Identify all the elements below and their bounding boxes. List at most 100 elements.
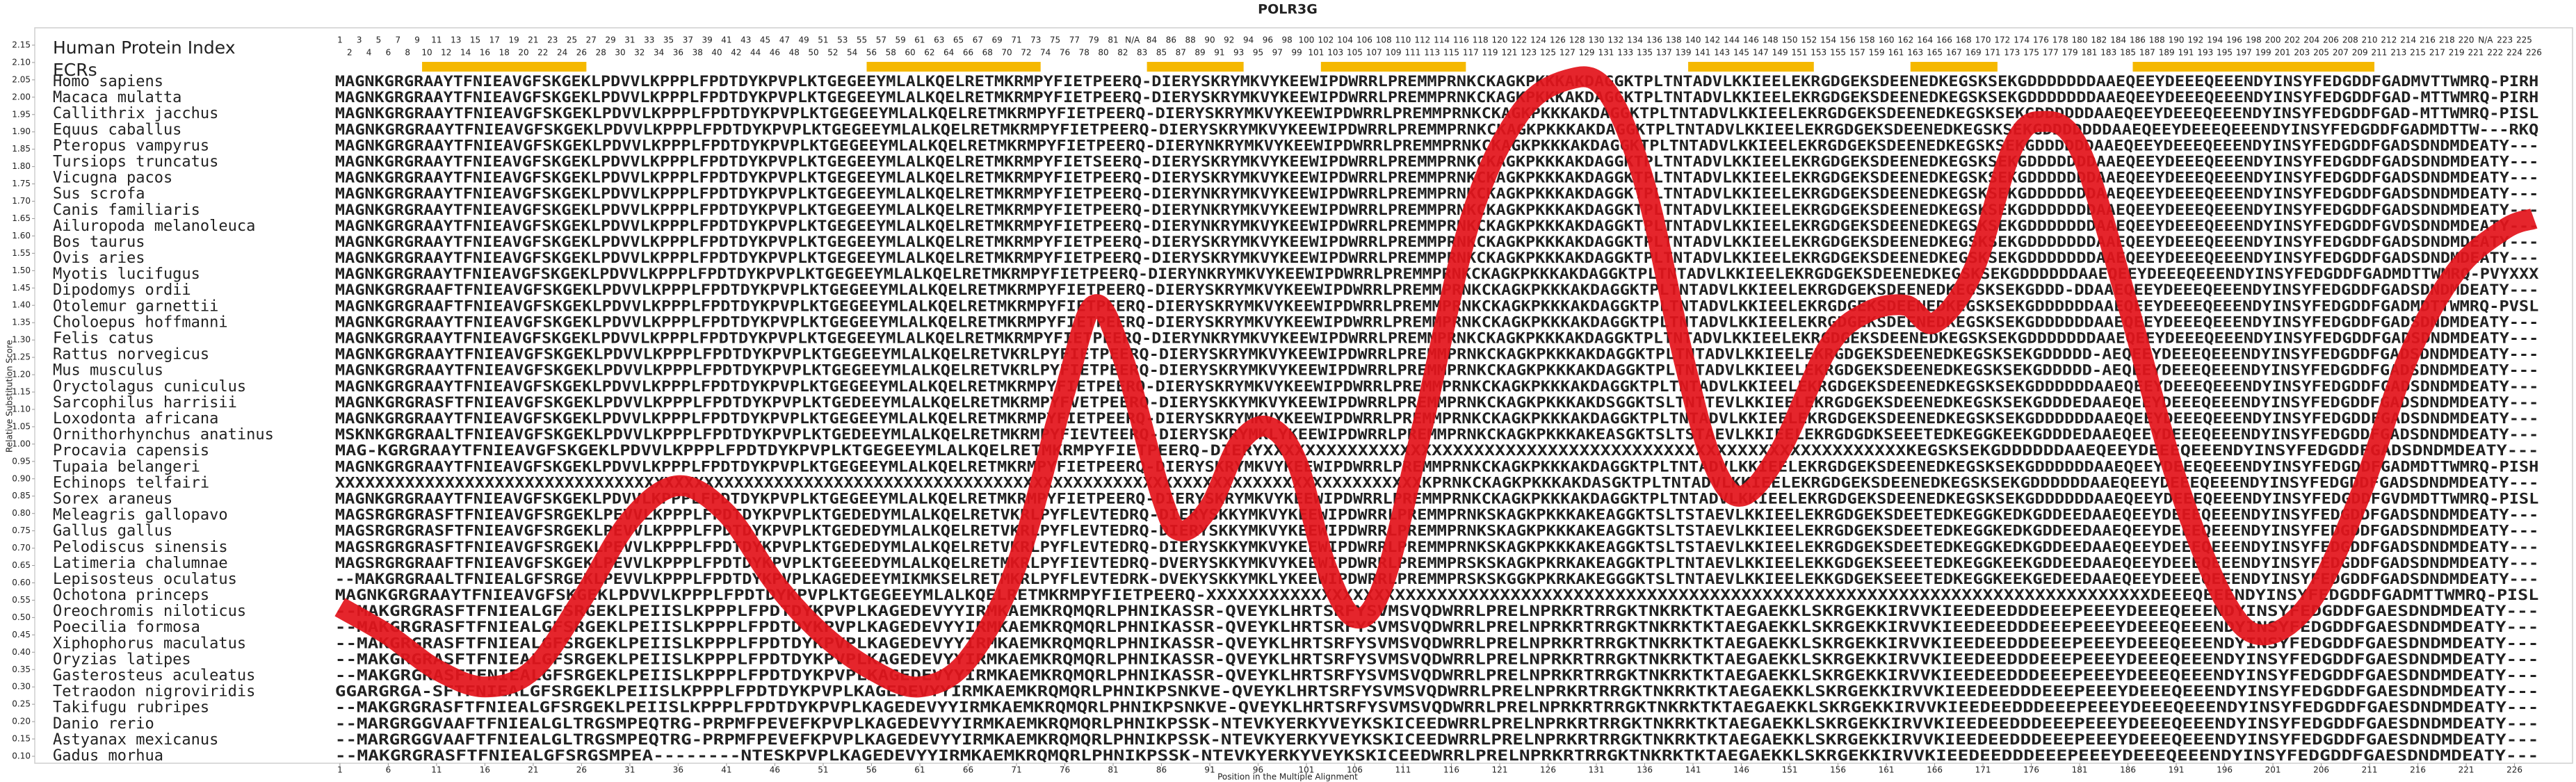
index-number: 82 <box>1117 48 1128 58</box>
y-tick-label: 2.10 <box>12 57 31 67</box>
x-tick-label: 36 <box>673 765 683 775</box>
index-number: 77 <box>1069 35 1080 45</box>
index-number: 214 <box>2400 35 2416 45</box>
index-number: 33 <box>644 35 654 45</box>
x-tick-label: 71 <box>1011 765 1021 775</box>
y-tick-label: 0.90 <box>12 473 31 483</box>
index-number: 23 <box>547 35 558 45</box>
index-number: 118 <box>1473 35 1489 45</box>
species-name: Lepisosteus oculatus <box>53 571 237 588</box>
index-number: 24 <box>557 48 567 58</box>
index-number: 165 <box>1927 48 1943 58</box>
species-name: Dipodomys ordii <box>53 282 191 299</box>
index-number: 184 <box>2110 35 2126 45</box>
sequence: MAGNKGRGRAAYTFNIEAVGFSKGEKLPDVVLKPPPLFPD… <box>335 153 2538 170</box>
index-number: 202 <box>2284 35 2300 45</box>
index-number: 150 <box>1782 35 1798 45</box>
index-number: 217 <box>2429 48 2445 58</box>
index-number: 13 <box>451 35 461 45</box>
index-number: 139 <box>1676 48 1692 58</box>
index-number: 182 <box>2091 35 2107 45</box>
species-name: Loxodonta africana <box>53 410 218 427</box>
index-number: 32 <box>634 48 645 58</box>
index-number: 152 <box>1801 35 1817 45</box>
index-number: 154 <box>1820 35 1836 45</box>
index-number: 204 <box>2303 35 2319 45</box>
x-tick-label: 186 <box>2120 765 2136 775</box>
index-number: 143 <box>1714 48 1730 58</box>
species-name: Tursiops truncatus <box>53 153 218 170</box>
index-number: 107 <box>1366 48 1382 58</box>
index-number: 193 <box>2197 48 2213 58</box>
index-number: 60 <box>905 48 915 58</box>
x-tick-label: 206 <box>2313 765 2329 775</box>
index-number: 50 <box>808 48 818 58</box>
x-tick-label: 176 <box>2023 765 2039 775</box>
sequence: MAGNKGRGRAAYTFNIEAVGFSKGEKLPDVVLKPPPLFPD… <box>335 170 2538 186</box>
index-number: 3 <box>357 35 362 45</box>
index-number: N/A <box>1125 35 1140 45</box>
index-number: 112 <box>1414 35 1430 45</box>
index-number: 220 <box>2458 35 2474 45</box>
index-number: 180 <box>2072 35 2088 45</box>
index-number: 171 <box>1984 48 2000 58</box>
index-number: 47 <box>779 35 790 45</box>
index-number: 183 <box>2100 48 2116 58</box>
index-number: 76 <box>1060 48 1070 58</box>
index-number: 34 <box>654 48 664 58</box>
index-number: 222 <box>2487 48 2503 58</box>
species-name: Tupaia belangeri <box>53 458 200 475</box>
x-tick-label: 126 <box>1540 765 1556 775</box>
index-number: 133 <box>1617 48 1633 58</box>
species-name: Poecilia formosa <box>53 619 200 636</box>
x-tick-label: 41 <box>721 765 731 775</box>
index-number: 79 <box>1089 35 1099 45</box>
species-name: Choloepus hoffmanni <box>53 313 228 331</box>
y-tick-label: 0.40 <box>12 647 31 657</box>
index-number: 194 <box>2207 35 2223 45</box>
index-number: 65 <box>953 35 964 45</box>
index-number: 218 <box>2439 35 2455 45</box>
index-number: 67 <box>973 35 983 45</box>
index-number: 189 <box>2159 48 2175 58</box>
species-name: Myotis lucifugus <box>53 266 200 283</box>
x-tick-label: 106 <box>1347 765 1363 775</box>
index-number: 75 <box>1050 35 1060 45</box>
index-number: 175 <box>2023 48 2039 58</box>
index-number: 85 <box>1156 48 1167 58</box>
index-number: 83 <box>1137 48 1147 58</box>
index-number: 117 <box>1463 48 1479 58</box>
sequence: MAGNKGRGRAAYTFNIEAVGFSKGEKLPDVVLKPPPLFPD… <box>335 587 2538 603</box>
species-name: Echinops telfairi <box>53 474 209 491</box>
species-name: Danio rerio <box>53 715 154 733</box>
species-name: Gasterosteus aculeatus <box>53 667 255 685</box>
species-name: Oryzias latipes <box>53 651 191 668</box>
index-number: 95 <box>1253 48 1263 58</box>
index-number: 43 <box>740 35 751 45</box>
index-number: 129 <box>1579 48 1595 58</box>
y-tick-label: 0.55 <box>12 595 31 605</box>
index-number: 104 <box>1337 35 1353 45</box>
sequence: MAGNKGRGRAAYTFNIEAVGFSKGEKLPDVVLKPPPLFPD… <box>335 105 2538 122</box>
y-tick-label: 1.25 <box>12 352 31 362</box>
x-tick-label: 81 <box>1108 765 1118 775</box>
index-number: 71 <box>1011 35 1021 45</box>
index-number: 127 <box>1560 48 1575 58</box>
sequence: --MAKGRGRASFTFNIEALGFSRGEKLPEIISLKPPPLFP… <box>335 651 2538 667</box>
y-tick-label: 1.00 <box>12 439 31 448</box>
sequence: --MARGRGGVAAFTFNIEALGLTRGSMPEQTRG-PRPMFP… <box>335 715 2538 732</box>
index-number: 113 <box>1424 48 1440 58</box>
index-number: 210 <box>2362 35 2378 45</box>
x-tick-label: 31 <box>624 765 635 775</box>
index-number: 205 <box>2313 48 2329 58</box>
index-number: 46 <box>770 48 780 58</box>
index-number: 155 <box>1830 48 1846 58</box>
index-number: 81 <box>1108 35 1118 45</box>
x-tick-label: 196 <box>2217 765 2233 775</box>
species-name: Meleagris gallopavo <box>53 507 228 524</box>
index-number: 145 <box>1733 48 1749 58</box>
x-tick-label: 201 <box>2265 765 2281 775</box>
index-number: 94 <box>1243 35 1254 45</box>
x-tick-label: 181 <box>2072 765 2088 775</box>
species-name: Ornithorhynchus anatinus <box>53 426 274 443</box>
